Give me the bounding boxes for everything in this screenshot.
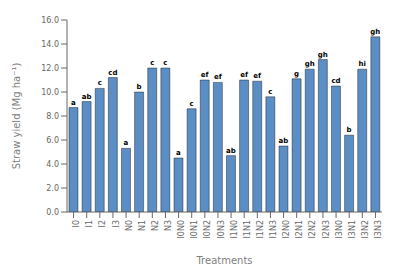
svg-text:I0N2: I0N2 (203, 220, 212, 239)
svg-text:c: c (190, 100, 194, 108)
svg-text:ef: ef (201, 71, 210, 79)
svg-text:I1: I1 (85, 220, 94, 227)
svg-text:c: c (163, 59, 167, 67)
svg-text:gh: gh (305, 60, 315, 68)
svg-text:I1N2: I1N2 (256, 220, 265, 239)
svg-text:N1: N1 (138, 220, 147, 231)
svg-text:gh: gh (370, 28, 380, 36)
svg-text:I3N3: I3N3 (374, 220, 383, 239)
svg-text:N3: N3 (164, 220, 173, 231)
svg-text:I0: I0 (72, 220, 81, 227)
svg-text:a: a (124, 139, 129, 147)
svg-text:Treatments: Treatments (195, 255, 252, 266)
svg-text:ef: ef (240, 71, 249, 79)
svg-text:Straw yield (Mg ha⁻¹): Straw yield (Mg ha⁻¹) (11, 63, 22, 170)
svg-text:14.0: 14.0 (41, 40, 59, 49)
svg-text:N0: N0 (125, 220, 134, 231)
svg-text:16.0: 16.0 (41, 16, 59, 25)
svg-text:6.0: 6.0 (46, 136, 59, 145)
svg-text:8.0: 8.0 (46, 112, 59, 121)
svg-text:I2N2: I2N2 (308, 220, 317, 239)
svg-text:c: c (150, 59, 154, 67)
svg-text:10.0: 10.0 (41, 88, 59, 97)
svg-text:cd: cd (331, 77, 340, 85)
svg-text:ef: ef (214, 73, 223, 81)
svg-text:cd: cd (108, 69, 117, 77)
svg-text:I2N3: I2N3 (322, 220, 331, 239)
svg-text:I3N1: I3N1 (348, 220, 357, 239)
svg-text:2.0: 2.0 (46, 184, 59, 193)
svg-text:I1N0: I1N0 (230, 220, 239, 239)
svg-text:a: a (71, 99, 76, 107)
svg-text:4.0: 4.0 (46, 160, 59, 169)
svg-text:I3N2: I3N2 (361, 220, 370, 239)
svg-text:I2N1: I2N1 (295, 220, 304, 239)
svg-text:ab: ab (82, 93, 92, 101)
svg-text:I3N0: I3N0 (335, 220, 344, 239)
svg-text:gh: gh (318, 51, 328, 59)
svg-text:ef: ef (253, 72, 262, 80)
svg-text:I1N3: I1N3 (269, 220, 278, 239)
svg-text:b: b (137, 83, 142, 91)
svg-text:I2: I2 (98, 220, 107, 227)
svg-text:12.0: 12.0 (41, 64, 59, 73)
svg-text:I3: I3 (112, 220, 121, 227)
svg-text:N2: N2 (151, 220, 160, 231)
svg-text:g: g (294, 70, 299, 78)
svg-text:ab: ab (226, 147, 236, 155)
svg-text:I2N0: I2N0 (282, 220, 291, 239)
svg-text:a: a (176, 149, 181, 157)
svg-text:hi: hi (359, 60, 366, 68)
svg-text:b: b (347, 126, 352, 134)
svg-text:I0N3: I0N3 (217, 220, 226, 239)
svg-text:I1N1: I1N1 (243, 220, 252, 239)
svg-text:c: c (98, 79, 102, 87)
svg-text:0.0: 0.0 (46, 208, 59, 217)
svg-text:I0N1: I0N1 (190, 220, 199, 239)
svg-text:ab: ab (279, 137, 289, 145)
svg-text:I0N0: I0N0 (177, 220, 186, 239)
svg-text:c: c (268, 88, 272, 96)
